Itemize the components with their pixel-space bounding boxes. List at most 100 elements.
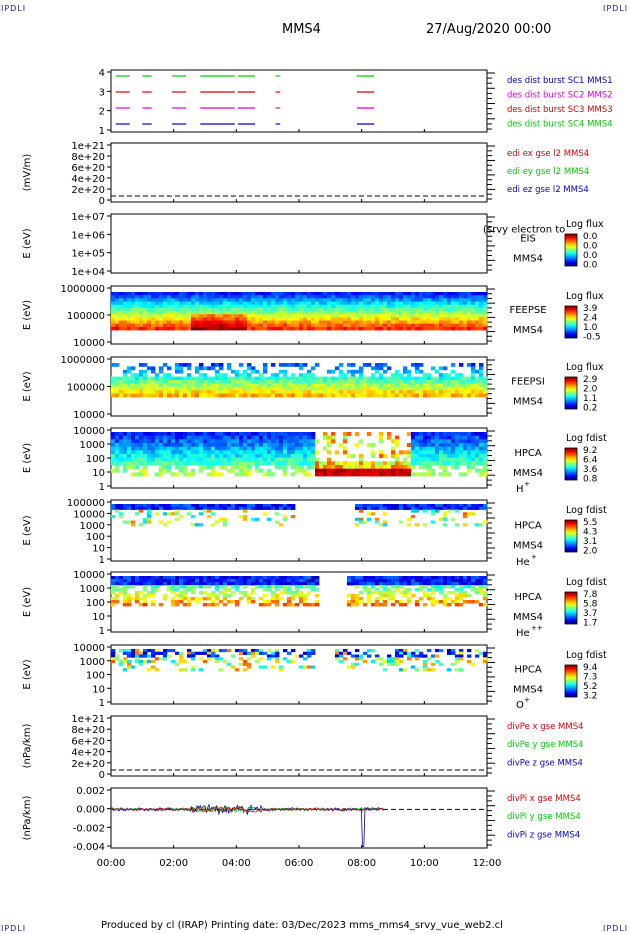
spectrogram-cell [347, 386, 352, 391]
spectrogram-cell [191, 515, 196, 519]
spectrogram-cell [363, 301, 368, 306]
spectrogram-cell [371, 585, 376, 589]
spectrogram-cell [323, 465, 328, 470]
y-axis-label: (nPa/km) [22, 724, 33, 769]
spectrogram-cell [359, 317, 364, 321]
spectrogram-cell [235, 386, 240, 391]
spectrogram-cell [391, 390, 396, 394]
spectrogram-cell [219, 591, 224, 595]
spectrogram-cell [471, 314, 476, 318]
spectrogram-cell [203, 649, 208, 653]
spectrogram-cell [455, 582, 460, 586]
spectrogram-cell [483, 465, 488, 470]
spectrogram-cell [279, 292, 284, 296]
spectrogram-cell [359, 457, 364, 462]
spectrogram-cell [119, 292, 124, 296]
spectrogram-cell [419, 304, 424, 309]
spectrogram-cell [331, 320, 336, 325]
spectrogram-cell [243, 432, 248, 437]
spectrogram-cell [331, 432, 336, 437]
spectrogram-cell [291, 457, 296, 462]
spectrogram-cell [247, 472, 252, 477]
y-tick-label: 6e+20 [71, 736, 105, 747]
spectrogram-cell [415, 506, 420, 510]
spectrogram-cell [259, 450, 264, 455]
spectrogram-cell [227, 304, 232, 309]
spectrogram-cell [167, 311, 172, 315]
spectrogram-cell [279, 597, 284, 601]
spectrogram-cell [155, 439, 160, 444]
spectrogram-cell [131, 386, 136, 391]
spectrogram-cell [283, 461, 288, 466]
spectrogram-cell [447, 298, 452, 302]
spectrogram-cell [479, 380, 484, 384]
spectrogram-cell [423, 654, 428, 658]
spectrogram-cell [295, 295, 300, 299]
spectrogram-cell [451, 304, 456, 309]
spectrogram-cell [467, 600, 472, 604]
spectrogram-cell [359, 295, 364, 299]
spectrogram-cell [423, 576, 428, 580]
spectrogram-cell [355, 304, 360, 309]
spectrogram-cell [275, 393, 280, 398]
spectrogram-cell [459, 579, 464, 583]
spectrogram-cell [427, 393, 432, 398]
spectrogram-cell [243, 668, 248, 672]
spectrogram-cell [431, 597, 436, 601]
spectrogram-cell [463, 472, 468, 477]
spectrogram-cell [271, 504, 276, 508]
spectrogram-cell [443, 515, 448, 519]
spectrogram-cell [419, 320, 424, 325]
y-tick-label: 2 [99, 107, 105, 118]
spectrogram-cell [191, 668, 196, 672]
spectrogram-cell [475, 439, 480, 444]
spectrogram-cell [135, 450, 140, 455]
spectrogram-cell [267, 454, 272, 459]
spectrogram-cell [387, 654, 392, 658]
spectrogram-cell [415, 323, 420, 328]
spectrogram-cell [127, 454, 132, 459]
spectrogram-cell [339, 323, 344, 328]
spectrogram-cell [359, 509, 364, 513]
spectrogram-cell [451, 298, 456, 302]
spectrogram-cell [263, 585, 268, 589]
spectrogram-cell [367, 443, 372, 448]
spectrogram-cell [371, 443, 376, 448]
spectrogram-cell [215, 654, 220, 658]
spectrogram-cell [351, 576, 356, 580]
spectrogram-cell [131, 457, 136, 462]
spectrogram-cell [467, 301, 472, 306]
spectrogram-cell [235, 504, 240, 508]
spectrogram-cell [443, 301, 448, 306]
spectrogram-cell [167, 432, 172, 437]
spectrogram-cell [419, 472, 424, 477]
spectrogram-cell [339, 390, 344, 394]
spectrogram-cell [467, 654, 472, 658]
spectrogram-cell [179, 295, 184, 299]
spectrogram-cell [295, 326, 300, 331]
spectrogram-cell [251, 461, 256, 466]
spectrogram-cell [479, 591, 484, 595]
spectrogram-cell [127, 383, 132, 388]
spectrogram-cell [187, 588, 192, 592]
spectrogram-cell [323, 390, 328, 394]
spectrogram-cell [131, 326, 136, 331]
spectrogram-cell [407, 373, 412, 377]
spectrogram-cell [271, 591, 276, 595]
spectrogram-cell [387, 314, 392, 318]
spectrogram-cell [439, 307, 444, 312]
spectrogram-cell [131, 665, 136, 669]
spectrogram-cell [203, 582, 208, 586]
spectrogram-cell [195, 450, 200, 455]
spectrogram-cell [295, 603, 300, 607]
spectrogram-cell [359, 376, 364, 381]
spectrogram-cell [455, 603, 460, 607]
spectrogram-cell [335, 304, 340, 309]
spectrogram-cell [231, 393, 236, 398]
spectrogram-cell [439, 435, 444, 440]
y-tick-label: 1e+06 [71, 230, 105, 241]
spectrogram-cell [275, 649, 280, 653]
spectrogram-cell [315, 594, 320, 598]
spectrogram-cell [483, 657, 488, 661]
spectrogram-cell [199, 363, 204, 367]
